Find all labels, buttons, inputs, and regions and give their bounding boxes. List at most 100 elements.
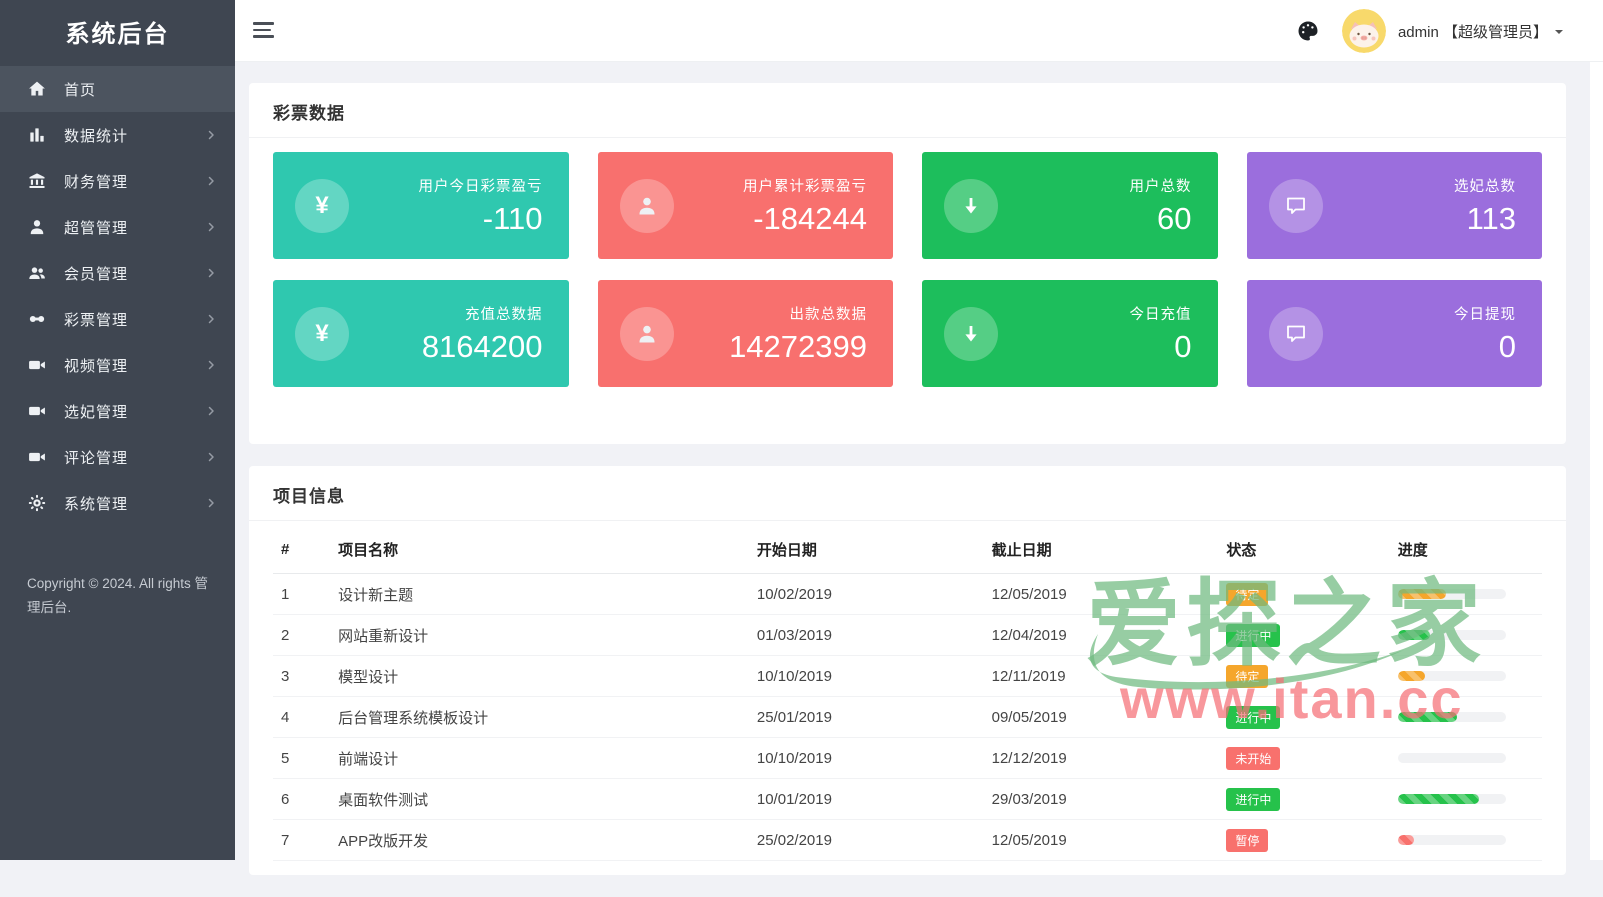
status-badge: 未开始 bbox=[1226, 746, 1281, 770]
sidebar-item-comments[interactable]: 评论管理 bbox=[0, 434, 235, 480]
stat-card-label: 出款总数据 bbox=[789, 306, 867, 323]
table-row: 4 后台管理系统模板设计 25/01/2019 09/05/2019 进行中 bbox=[273, 696, 1542, 738]
stat-card-today-recharge: 今日充值 0 bbox=[922, 280, 1218, 387]
project-progress-cell bbox=[1389, 737, 1542, 779]
project-index: 1 bbox=[273, 573, 331, 615]
table-row: 1 设计新主题 10/02/2019 12/05/2019 待定 bbox=[273, 573, 1542, 615]
progress-bar bbox=[1397, 712, 1506, 722]
user-menu[interactable]: admin 【超级管理员】 bbox=[1398, 21, 1563, 42]
project-index: 6 bbox=[273, 778, 331, 820]
table-row: 3 模型设计 10/10/2019 12/11/2019 待定 bbox=[273, 655, 1542, 697]
project-end-date: 29/03/2019 bbox=[983, 778, 1219, 820]
gear-icon bbox=[27, 493, 47, 513]
col-header-status: 状态 bbox=[1218, 527, 1390, 574]
project-start-date: 10/02/2019 bbox=[748, 573, 984, 615]
lottery-panel-title: 彩票数据 bbox=[249, 83, 1566, 138]
sidebar: 系统后台 首页 数据统计 财务管理 超管管理 会员管理 彩票管理 视频管理 选妃… bbox=[0, 0, 235, 860]
project-index: 7 bbox=[273, 819, 331, 861]
projects-table-body: 1 设计新主题 10/02/2019 12/05/2019 待定 2 网站重新设… bbox=[273, 573, 1542, 861]
sidebar-item-home[interactable]: 首页 bbox=[0, 66, 235, 112]
chevron-right-icon bbox=[205, 221, 217, 233]
users-icon bbox=[27, 263, 47, 283]
progress-fill bbox=[1397, 671, 1425, 681]
project-status-cell: 进行中 bbox=[1218, 696, 1390, 738]
col-header-index: # bbox=[273, 527, 331, 574]
status-badge: 暂停 bbox=[1226, 828, 1269, 852]
stat-card-value: 113 bbox=[1466, 200, 1516, 236]
project-index: 2 bbox=[273, 614, 331, 656]
table-row: 7 APP改版开发 25/02/2019 12/05/2019 暂停 bbox=[273, 819, 1542, 861]
sidebar-item-video[interactable]: 视频管理 bbox=[0, 342, 235, 388]
arrowdown-icon bbox=[944, 306, 998, 361]
progress-bar bbox=[1397, 671, 1506, 681]
chevron-right-icon bbox=[205, 267, 217, 279]
stat-card-value: 0 bbox=[1174, 328, 1192, 364]
project-status-cell: 待定 bbox=[1218, 655, 1390, 697]
project-end-date: 12/12/2019 bbox=[983, 737, 1219, 779]
stat-card-label: 今日充值 bbox=[1129, 306, 1192, 323]
app-title: 系统后台 bbox=[65, 20, 170, 48]
project-end-date: 12/04/2019 bbox=[983, 614, 1219, 656]
progress-bar bbox=[1397, 753, 1506, 763]
page-scrollbar[interactable] bbox=[1590, 62, 1603, 860]
sidebar-item-finance[interactable]: 财务管理 bbox=[0, 158, 235, 204]
sidebar-item-consort[interactable]: 选妃管理 bbox=[0, 388, 235, 434]
theme-palette-icon[interactable] bbox=[1296, 19, 1320, 43]
chat-icon bbox=[1268, 306, 1323, 361]
stat-card-value: 14272399 bbox=[729, 328, 867, 364]
stat-card-value: -184244 bbox=[753, 200, 867, 236]
stat-card-label: 用户今日彩票盈亏 bbox=[418, 178, 543, 195]
project-progress-cell bbox=[1389, 696, 1542, 738]
project-progress-cell bbox=[1389, 655, 1542, 697]
hamburger-menu-icon[interactable] bbox=[253, 22, 274, 42]
sidebar-item-system[interactable]: 系统管理 bbox=[0, 480, 235, 526]
project-name: APP改版开发 bbox=[330, 819, 749, 861]
project-index: 3 bbox=[273, 655, 331, 697]
progress-bar bbox=[1397, 835, 1506, 845]
table-header-row: # 项目名称 开始日期 截止日期 状态 进度 bbox=[273, 527, 1542, 574]
sidebar-item-stats[interactable]: 数据统计 bbox=[0, 112, 235, 158]
progress-bar bbox=[1397, 794, 1506, 804]
progress-fill bbox=[1397, 794, 1479, 804]
status-badge: 进行中 bbox=[1226, 623, 1281, 647]
col-header-progress: 进度 bbox=[1389, 527, 1542, 574]
stat-card-value: 60 bbox=[1157, 200, 1192, 236]
table-row: 6 桌面软件测试 10/01/2019 29/03/2019 进行中 bbox=[273, 778, 1542, 820]
project-end-date: 12/11/2019 bbox=[983, 655, 1219, 697]
chat-icon bbox=[1268, 178, 1323, 233]
sidebar-item-members[interactable]: 会员管理 bbox=[0, 250, 235, 296]
caret-down-icon bbox=[1555, 29, 1563, 38]
projects-panel-title: 项目信息 bbox=[249, 466, 1566, 521]
stat-cards: ¥ 用户今日彩票盈亏 -110 用户累计彩票盈亏 -184244 用户总数 60… bbox=[249, 138, 1566, 444]
progress-fill bbox=[1397, 712, 1458, 722]
stat-card-label: 今日提现 bbox=[1454, 306, 1516, 323]
stat-card-value: -110 bbox=[482, 200, 543, 236]
user-icon bbox=[619, 306, 674, 361]
project-progress-cell bbox=[1389, 819, 1542, 861]
avatar[interactable] bbox=[1341, 9, 1386, 53]
status-badge: 待定 bbox=[1226, 582, 1269, 606]
stat-card-label: 选妃总数 bbox=[1454, 178, 1516, 195]
project-name: 前端设计 bbox=[330, 737, 749, 779]
project-status-cell: 进行中 bbox=[1218, 778, 1390, 820]
project-progress-cell bbox=[1389, 573, 1542, 615]
home-icon bbox=[27, 79, 47, 99]
lottery-data-panel: 彩票数据 ¥ 用户今日彩票盈亏 -110 用户累计彩票盈亏 -184244 用户… bbox=[249, 83, 1566, 444]
project-start-date: 01/03/2019 bbox=[748, 614, 984, 656]
progress-bar bbox=[1397, 630, 1506, 640]
video-icon bbox=[27, 447, 47, 467]
progress-fill bbox=[1397, 630, 1431, 640]
stat-card-payout-total: 出款总数据 14272399 bbox=[597, 280, 893, 387]
project-start-date: 10/10/2019 bbox=[748, 655, 984, 697]
project-start-date: 10/01/2019 bbox=[748, 778, 984, 820]
project-end-date: 12/05/2019 bbox=[983, 819, 1219, 861]
sidebar-item-lottery[interactable]: 彩票管理 bbox=[0, 296, 235, 342]
stat-card-today-withdraw: 今日提现 0 bbox=[1246, 280, 1542, 387]
video-icon bbox=[27, 355, 47, 375]
project-name: 网站重新设计 bbox=[330, 614, 749, 656]
topbar-right: admin 【超级管理员】 bbox=[1296, 0, 1563, 62]
sidebar-item-super-admin[interactable]: 超管管理 bbox=[0, 204, 235, 250]
project-index: 5 bbox=[273, 737, 331, 779]
stat-card-recharge-total: ¥ 充值总数据 8164200 bbox=[273, 280, 569, 387]
main-content: 彩票数据 ¥ 用户今日彩票盈亏 -110 用户累计彩票盈亏 -184244 用户… bbox=[249, 83, 1566, 897]
